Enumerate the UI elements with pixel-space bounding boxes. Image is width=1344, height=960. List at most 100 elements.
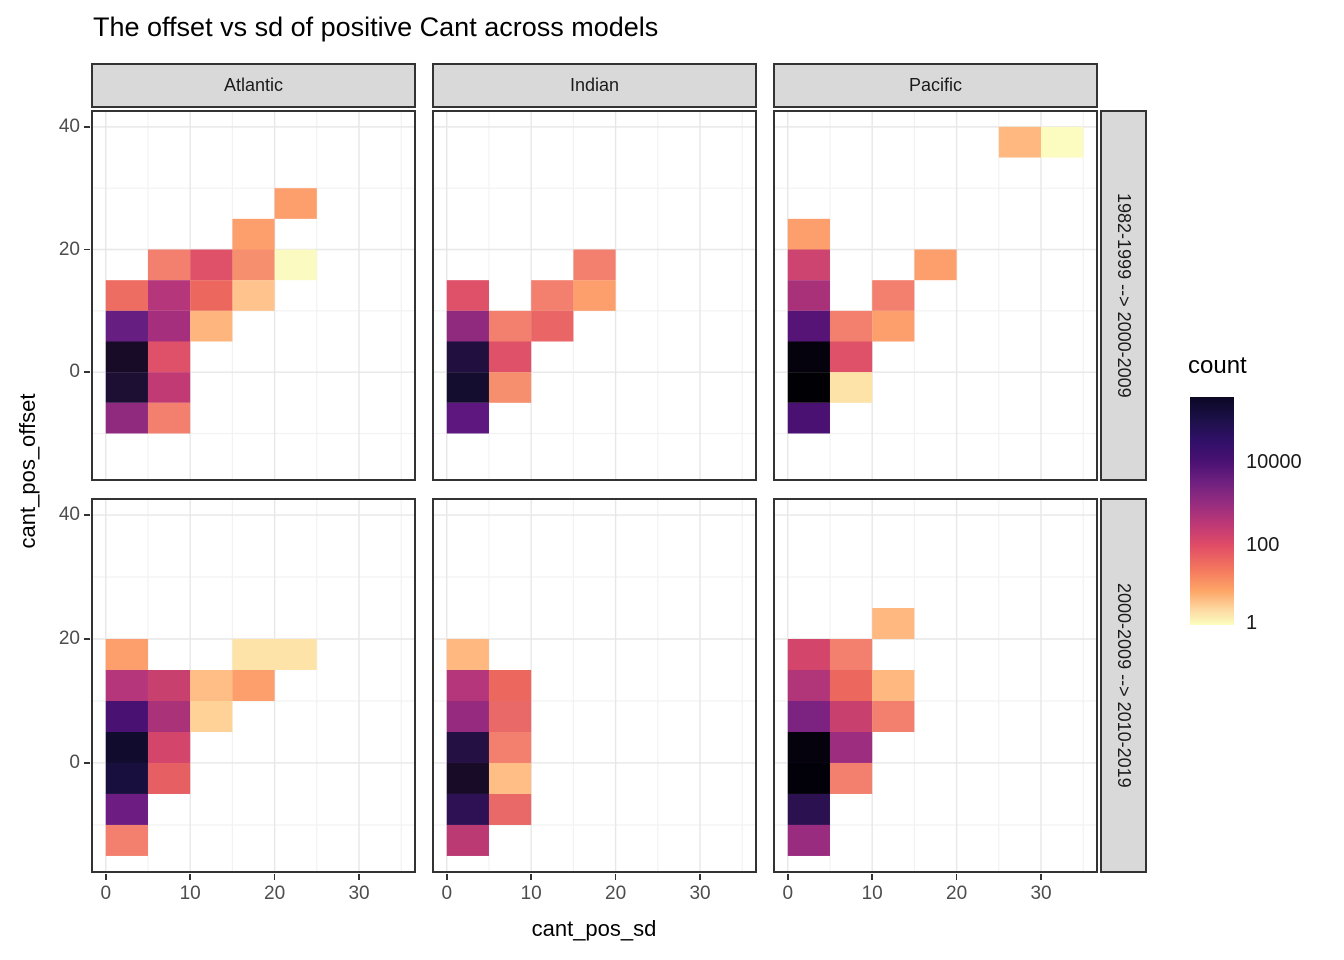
x-tick-mark	[273, 874, 276, 880]
x-tick-label: 10	[861, 883, 883, 904]
y-tick-label: 20	[58, 628, 80, 649]
x-tick-mark	[530, 874, 532, 880]
bin-tile	[787, 762, 830, 794]
x-tick-label: 30	[348, 883, 370, 904]
x-tick-label: 0	[100, 883, 112, 904]
bin-tile	[446, 670, 489, 701]
bin-tile	[105, 402, 148, 434]
y-tick-mark	[84, 248, 90, 251]
bin-tile	[147, 310, 191, 342]
x-tick-label: 10	[520, 883, 542, 904]
facet-strip-atlantic-label: Atlantic	[223, 75, 284, 95]
x-tick-label: 20	[605, 883, 627, 904]
y-tick-label: 0	[69, 361, 80, 383]
bin-tile	[488, 731, 532, 763]
bin-tile	[446, 639, 489, 671]
bin-tile	[190, 249, 233, 281]
legend-label-1: 1	[1246, 611, 1258, 634]
bin-tile	[1041, 126, 1084, 158]
bin-tile	[147, 280, 191, 311]
facet-strip-period-2: 2000-2009 --> 2010-2019	[1100, 498, 1147, 873]
x-tick-mark	[871, 874, 873, 880]
bin-tile	[787, 402, 830, 434]
bin-tile	[147, 249, 191, 281]
bin-tile	[105, 731, 148, 763]
bin-tile	[488, 310, 532, 342]
panel-indian-period2	[432, 498, 757, 873]
bin-tile	[190, 280, 233, 311]
bin-tile	[829, 762, 873, 794]
bin-tile	[446, 762, 489, 794]
bin-tile	[488, 670, 532, 701]
panel-pacific-period1	[773, 110, 1098, 481]
x-tick-mark	[105, 874, 107, 880]
bin-tile	[787, 372, 830, 403]
bin-tile	[274, 188, 317, 219]
bin-tile	[147, 700, 191, 732]
bin-tile	[232, 670, 275, 701]
bin-tile	[829, 310, 873, 342]
bin-tile	[105, 280, 148, 311]
bin-tile	[829, 670, 873, 701]
facet-strip-period-1: 1982-1999 --> 2000-2009	[1100, 110, 1147, 481]
bin-tile	[147, 372, 191, 403]
bin-tile	[872, 280, 915, 311]
panel-border	[773, 110, 1098, 481]
bin-tile	[787, 310, 830, 342]
x-tick-label: 30	[1030, 883, 1052, 904]
bin-tile	[829, 372, 873, 403]
bin-tile	[787, 249, 830, 281]
x-tick-mark	[955, 874, 958, 880]
y-tick-mark	[84, 762, 90, 764]
x-tick-label: 0	[441, 883, 453, 904]
x-tick-label: 20	[946, 883, 968, 904]
facet-strip-indian-label: Indian	[569, 75, 620, 95]
bin-tile	[872, 310, 915, 342]
legend-title: count	[1188, 352, 1247, 379]
bin-tile	[573, 280, 616, 311]
panel-border	[432, 498, 757, 873]
bin-tile	[105, 762, 148, 794]
bin-tile	[274, 639, 317, 671]
bin-tile	[914, 249, 957, 281]
bin-tile	[105, 310, 148, 342]
bin-tile	[105, 341, 148, 373]
bin-tile	[446, 793, 489, 825]
chart-title: The offset vs sd of positive Cant across…	[93, 12, 659, 42]
panel-border	[432, 110, 757, 481]
x-tick-mark	[699, 874, 701, 880]
bin-tile	[105, 639, 148, 671]
bin-tile	[829, 700, 873, 732]
facet-strip-pacific: Pacific	[773, 63, 1098, 108]
panel-border	[91, 110, 416, 481]
bin-tile	[488, 793, 532, 825]
bin-tile	[190, 670, 233, 701]
panel-border	[773, 498, 1098, 873]
bin-tile	[232, 639, 275, 671]
bin-tile	[147, 402, 191, 434]
bin-tile	[232, 218, 275, 250]
x-tick-label: 30	[689, 883, 711, 904]
bin-tile	[787, 341, 830, 373]
bin-tile	[531, 310, 574, 342]
bin-tile	[446, 700, 489, 732]
y-tick-mark	[84, 638, 90, 640]
bin-tile	[787, 670, 830, 701]
panel-atlantic-period1	[91, 110, 416, 481]
facet-strip-indian: Indian	[432, 63, 757, 108]
bin-tile	[190, 310, 233, 342]
y-tick-label: 40	[58, 115, 80, 137]
bin-tile	[232, 280, 275, 311]
facet-strip-period-2-label: 2000-2009 --> 2010-2019	[1114, 583, 1134, 788]
bin-tile	[446, 402, 489, 434]
y-tick-mark	[84, 514, 90, 516]
facet-strip-atlantic: Atlantic	[91, 63, 416, 108]
y-tick-mark	[84, 371, 90, 373]
bin-tile	[787, 824, 830, 856]
panel-indian-period1	[432, 110, 757, 481]
bin-tile	[787, 700, 830, 732]
bin-tile	[787, 639, 830, 671]
x-tick-label: 0	[782, 883, 794, 904]
facet-strip-period-1-label: 1982-1999 --> 2000-2009	[1114, 193, 1134, 398]
